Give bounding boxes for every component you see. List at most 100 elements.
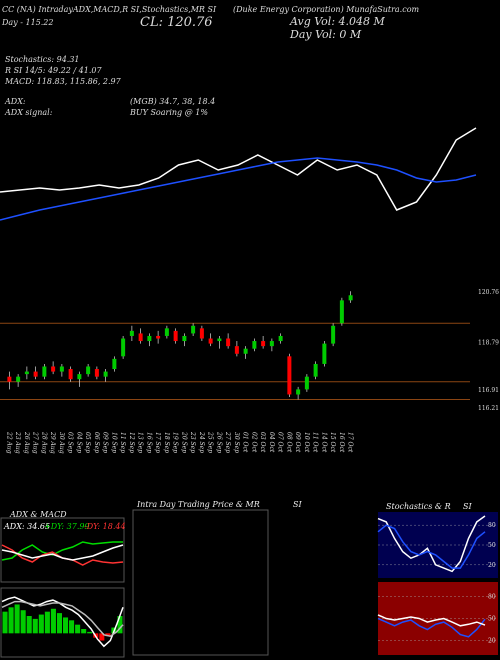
indicator-label: ADX: 34.65: [3, 522, 50, 531]
y-tick-label: 80: [488, 594, 496, 601]
x-tick-label: 17 Oct: [347, 432, 354, 453]
macd-bar: [20, 610, 26, 634]
x-tick-label: 19 Sep: [172, 432, 179, 453]
x-tick-label: 11 Oct: [312, 432, 319, 453]
series-line: [1, 600, 124, 638]
x-tick-label: 09 Oct: [294, 432, 301, 453]
series-line: [377, 515, 486, 573]
macd-bar: [56, 613, 62, 634]
candle-body: [112, 358, 117, 370]
x-tick-label: 30 Aug: [58, 432, 65, 454]
stoch-text: Stochastics: 94.31: [5, 55, 80, 64]
candle-body: [348, 295, 353, 301]
x-tick-label: 02 Oct: [250, 432, 257, 453]
y-tick-label: 50: [488, 542, 496, 549]
panel-frame: [0, 517, 125, 583]
x-tick-label: 03 Oct: [259, 432, 266, 453]
x-tick-label: 04 Oct: [268, 432, 275, 453]
candle-body: [296, 389, 301, 395]
candle-body: [77, 374, 82, 380]
candle-body: [147, 335, 152, 342]
macd-bar: [50, 608, 56, 634]
macd-bar: [63, 617, 69, 634]
header-day: Day - 115.22: [1, 18, 53, 27]
candle-body: [243, 348, 248, 354]
candle-body: [24, 371, 29, 375]
x-tick-label: 23 Aug: [14, 431, 21, 454]
y-tick-label: 20: [488, 637, 496, 644]
macd-bar: [44, 611, 50, 634]
series-line: [1, 541, 123, 561]
adx-signal-label: ADX signal:: [4, 108, 53, 117]
x-tick-label: 08 Oct: [285, 432, 292, 453]
x-tick-label: 15 Oct: [329, 432, 336, 453]
header-company: (Duke Energy Corporation) MunafaSutra.co…: [233, 5, 420, 14]
x-tick-label: 03 Sep: [67, 432, 74, 453]
candle-body: [331, 325, 336, 344]
candle-body: [313, 363, 318, 377]
adx-signal: BUY Soaring @ 1%: [129, 108, 208, 117]
x-tick-label: 23 Sep: [189, 431, 196, 453]
y-tick-label: 20: [488, 562, 496, 569]
macd-bar: [26, 616, 32, 634]
candle-body: [191, 325, 196, 334]
panel-title: ADX & MACD: [9, 510, 67, 519]
macd-bar: [105, 633, 111, 637]
macd-bar: [87, 631, 93, 634]
candle-body: [304, 376, 309, 390]
x-tick-label: 01 Oct: [242, 432, 249, 453]
x-tick-label: 29 Aug: [49, 431, 56, 454]
macd-bar: [8, 607, 14, 634]
candle-body: [234, 346, 239, 354]
avg-vol: Avg Vol: 4.048 M: [289, 15, 386, 28]
rsi-text: R SI 14/5: 49.22 / 41.07: [4, 66, 102, 75]
x-tick-label: 11 Sep: [119, 432, 126, 453]
candle-body: [138, 333, 143, 342]
y-tick-label: 80: [488, 522, 496, 529]
x-tick-label: 28 Aug: [40, 431, 47, 454]
series-line: [377, 524, 486, 569]
candle-body: [16, 376, 21, 382]
candle-body: [86, 366, 91, 375]
x-tick-label: 18 Sep: [163, 432, 170, 453]
macd-bar: [38, 614, 44, 634]
panel-frame: [132, 509, 269, 656]
candle-body: [269, 341, 274, 347]
macd-bar: [117, 616, 123, 634]
candle-body: [129, 330, 134, 336]
panel-title: Intra Day Trading Price & MR: [136, 500, 260, 509]
y-tick-label: 116.21: [478, 405, 499, 412]
adx-values: (MGB) 34.7, 38, 18.4: [130, 97, 215, 106]
candle-body: [278, 335, 283, 342]
series-line: [0, 157, 477, 221]
header-close: CL: 120.76: [140, 15, 213, 30]
series-line: [1, 544, 124, 561]
macd-bar: [75, 624, 81, 634]
candle-body: [217, 338, 222, 342]
x-tick-label: 05 Sep: [84, 432, 91, 453]
x-tick-label: 26 Sep: [215, 431, 222, 453]
candle-body: [94, 369, 99, 377]
header-title: CC (NA) IntradayADX,MACD,R SI,Stochastic…: [2, 5, 217, 14]
candle-body: [42, 366, 47, 377]
y-tick-label: 116.91: [478, 387, 499, 394]
macd-bar: [32, 618, 38, 634]
candle-body: [68, 369, 73, 380]
x-tick-label: 16 Oct: [338, 432, 345, 453]
day-vol: Day Vol: 0 M: [289, 28, 362, 41]
candle-body: [226, 338, 231, 347]
candle-body: [51, 366, 56, 372]
panel-subtitle: SI: [293, 500, 302, 509]
candle-body: [252, 341, 257, 349]
x-tick-label: 24 Sep: [198, 431, 205, 453]
adx-text: ADX:: [4, 97, 26, 106]
x-tick-label: 26 Aug: [23, 431, 30, 454]
candle-body: [182, 335, 187, 342]
x-tick-label: 12 Sep: [128, 432, 135, 453]
x-tick-label: 13 Sep: [137, 432, 144, 453]
candle-body: [287, 356, 292, 395]
y-tick-label: 118.79: [478, 339, 499, 346]
panel-subtitle: SI: [463, 502, 472, 511]
